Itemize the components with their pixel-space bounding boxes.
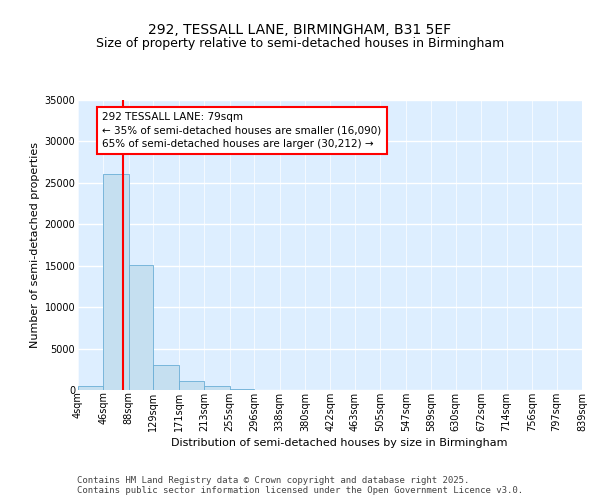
Y-axis label: Number of semi-detached properties: Number of semi-detached properties (30, 142, 40, 348)
Bar (103, 174, 129, 390)
Text: Contains HM Land Registry data © Crown copyright and database right 2025.
Contai: Contains HM Land Registry data © Crown c… (77, 476, 523, 495)
Text: 292, TESSALL LANE, BIRMINGHAM, B31 5EF: 292, TESSALL LANE, BIRMINGHAM, B31 5EF (148, 22, 452, 36)
Text: Distribution of semi-detached houses by size in Birmingham: Distribution of semi-detached houses by … (171, 438, 507, 448)
Bar (154, 364, 179, 390)
Text: 292 TESSALL LANE: 79sqm
← 35% of semi-detached houses are smaller (16,090)
65% o: 292 TESSALL LANE: 79sqm ← 35% of semi-de… (102, 112, 382, 149)
Bar (129, 265, 154, 390)
Bar (179, 381, 204, 390)
Text: Size of property relative to semi-detached houses in Birmingham: Size of property relative to semi-detach… (96, 38, 504, 51)
Bar (204, 386, 230, 390)
Bar (78, 386, 103, 390)
Bar (230, 389, 254, 390)
